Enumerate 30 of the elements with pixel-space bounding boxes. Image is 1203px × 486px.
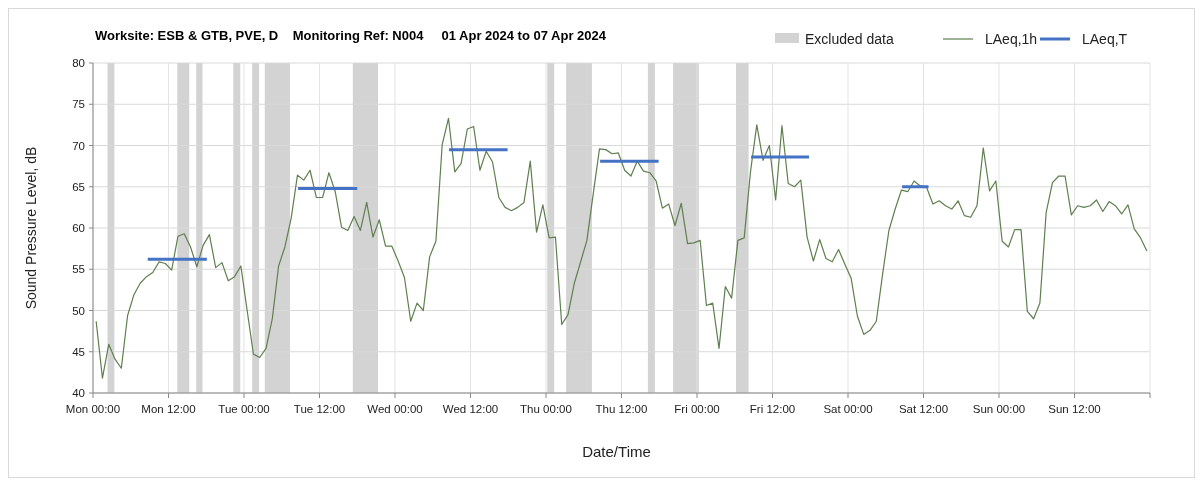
x-axis-title: Date/Time <box>582 443 651 460</box>
y-tick-label: 65 <box>72 180 85 193</box>
y-tick-label: 75 <box>72 98 85 111</box>
chart-title: Worksite: ESB & GTB, PVE, D Monitoring Ref: N004 01 Apr 2024 to 07 Apr 2024 <box>95 28 607 43</box>
x-tick-label: Fri 12:00 <box>749 403 796 415</box>
x-tick-label: Sun 12:00 <box>1048 403 1101 415</box>
legend-label: LAeq,1h <box>985 31 1038 47</box>
x-tick-label: Sun 00:00 <box>972 403 1026 415</box>
y-tick-label: 40 <box>72 387 85 399</box>
x-tick-label: Wed 12:00 <box>442 403 499 415</box>
line-series <box>95 117 1148 379</box>
x-tick-label: Sat 12:00 <box>898 403 949 415</box>
y-axis-title: Sound Pressure Level, dB <box>23 146 39 310</box>
y-tick-label: 80 <box>72 57 85 69</box>
x-tick-label: Tue 12:00 <box>293 403 346 415</box>
x-tick-label: Sat 00:00 <box>823 403 873 415</box>
y-tick-label: 45 <box>72 345 85 358</box>
x-tick-label: Thu 12:00 <box>595 403 648 415</box>
x-tick-label: Wed 00:00 <box>367 403 423 415</box>
x-tick-label: Mon 12:00 <box>141 403 196 415</box>
legend-label: Excluded data <box>805 31 894 47</box>
x-tick-label: Mon 00:00 <box>65 403 121 415</box>
y-tick-label: 60 <box>72 222 85 234</box>
y-tick-label: 50 <box>72 304 85 317</box>
x-tick-label: Fri 00:00 <box>674 403 720 415</box>
x-tick-label: Thu 00:00 <box>520 403 572 415</box>
legend-label: LAeq,T <box>1082 31 1128 47</box>
y-tick-label: 55 <box>72 263 85 276</box>
x-tick-label: Tue 00:00 <box>218 403 270 415</box>
y-tick-label: 70 <box>72 139 85 152</box>
